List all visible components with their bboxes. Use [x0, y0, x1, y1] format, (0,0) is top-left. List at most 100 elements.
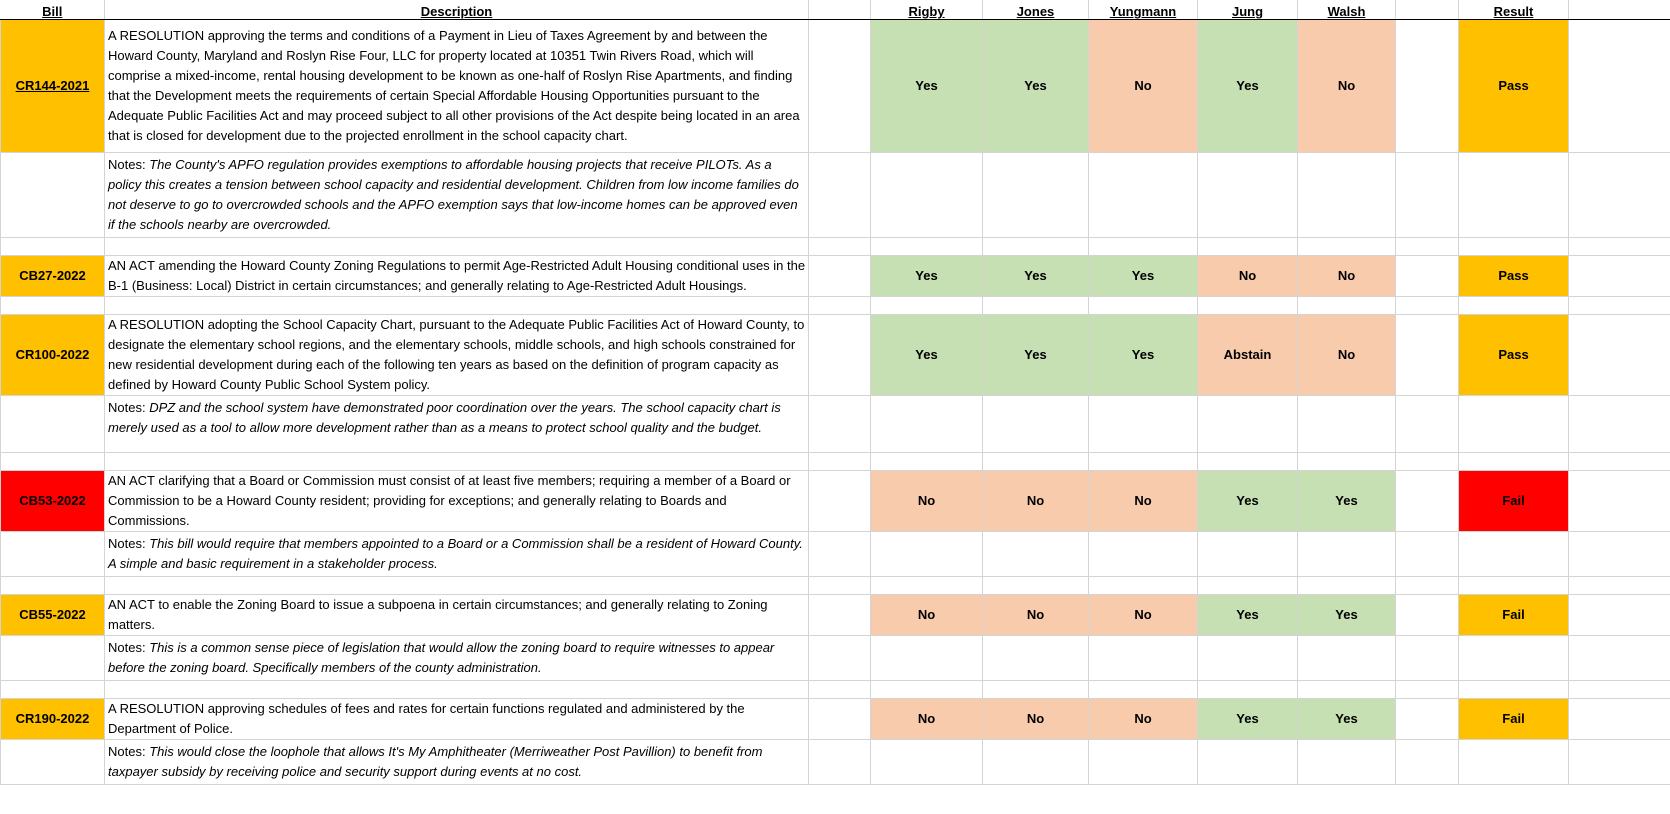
empty-cell	[870, 452, 983, 471]
empty-cell	[1395, 452, 1459, 471]
empty-cell	[1458, 152, 1569, 238]
empty-cell	[1568, 314, 1670, 396]
empty-cell	[104, 237, 809, 256]
empty-cell	[808, 296, 871, 315]
empty-cell	[870, 635, 983, 681]
header-blank-2	[1395, 0, 1459, 20]
bill-row: CR190-2022 A RESOLUTION approving schedul…	[0, 698, 1670, 740]
empty-cell	[1395, 531, 1459, 577]
empty-cell	[1458, 680, 1569, 699]
empty-cell	[1395, 739, 1459, 785]
empty-cell	[1297, 635, 1396, 681]
empty-cell	[808, 19, 871, 153]
empty-cell	[1197, 395, 1298, 453]
empty-cell	[1568, 470, 1670, 532]
empty-cell	[982, 152, 1089, 238]
empty-cell	[1088, 395, 1198, 453]
spacer-row	[0, 237, 1670, 256]
empty-cell	[1568, 739, 1670, 785]
empty-cell	[1568, 680, 1670, 699]
vote-jones: Yes	[982, 255, 1089, 297]
empty-cell	[1088, 576, 1198, 595]
vote-jung: No	[1197, 255, 1298, 297]
vote-rigby: No	[870, 470, 983, 532]
empty-cell	[1568, 635, 1670, 681]
vote-walsh: No	[1297, 255, 1396, 297]
result-cell: Fail	[1458, 698, 1569, 740]
vote-jones: No	[982, 470, 1089, 532]
bill-description: A RESOLUTION approving schedules of fees…	[104, 698, 809, 740]
notes-text: This is a common sense piece of legislat…	[108, 640, 775, 675]
empty-cell	[0, 152, 105, 238]
bill-notes: Notes: DPZ and the school system have de…	[104, 395, 809, 453]
table-body: CR144-2021 A RESOLUTION approving the ter…	[0, 19, 1670, 785]
empty-cell	[1197, 576, 1298, 595]
empty-cell	[870, 531, 983, 577]
empty-cell	[870, 680, 983, 699]
empty-cell	[1568, 19, 1670, 153]
empty-cell	[982, 680, 1089, 699]
bill-row: CB55-2022 AN ACT to enable the Zoning Boa…	[0, 594, 1670, 636]
vote-yungmann: No	[1088, 470, 1198, 532]
vote-yungmann: No	[1088, 19, 1198, 153]
empty-cell	[1458, 237, 1569, 256]
notes-text: This would close the loophole that allow…	[108, 744, 763, 779]
bill-id-cell: CR190-2022	[0, 698, 105, 740]
vote-yungmann: Yes	[1088, 314, 1198, 396]
empty-cell	[104, 680, 809, 699]
empty-cell	[1297, 395, 1396, 453]
empty-cell	[0, 296, 105, 315]
vote-rigby: No	[870, 594, 983, 636]
bill-id[interactable]: CR144-2021	[15, 78, 90, 93]
header-blank	[808, 0, 871, 20]
bill-description: AN ACT to enable the Zoning Board to iss…	[104, 594, 809, 636]
notes-text: DPZ and the school system have demonstra…	[108, 400, 781, 435]
empty-cell	[0, 531, 105, 577]
empty-cell	[0, 680, 105, 699]
header-walsh: Walsh	[1297, 0, 1396, 20]
empty-cell	[1395, 237, 1459, 256]
empty-cell	[1088, 452, 1198, 471]
empty-cell	[870, 739, 983, 785]
result-cell: Fail	[1458, 594, 1569, 636]
empty-cell	[808, 395, 871, 453]
empty-cell	[1197, 152, 1298, 238]
vote-rigby: No	[870, 698, 983, 740]
vote-yungmann: Yes	[1088, 255, 1198, 297]
empty-cell	[982, 635, 1089, 681]
notes-label: Notes:	[108, 536, 150, 551]
empty-cell	[0, 395, 105, 453]
empty-cell	[1568, 296, 1670, 315]
empty-cell	[982, 576, 1089, 595]
bill-row: CB27-2022 AN ACT amending the Howard Coun…	[0, 255, 1670, 297]
bill-description: A RESOLUTION approving the terms and con…	[104, 19, 809, 153]
vote-walsh: No	[1297, 19, 1396, 153]
notes-text: This bill would require that members app…	[108, 536, 803, 571]
bill-id: CR100-2022	[15, 347, 90, 362]
empty-cell	[808, 576, 871, 595]
empty-cell	[1458, 635, 1569, 681]
empty-cell	[870, 237, 983, 256]
header-extra	[1568, 0, 1670, 20]
header-result: Result	[1458, 0, 1569, 20]
empty-cell	[870, 296, 983, 315]
vote-jung: Yes	[1197, 698, 1298, 740]
empty-cell	[0, 576, 105, 595]
bill-notes: Notes: The County's APFO regulation prov…	[104, 152, 809, 238]
empty-cell	[1297, 531, 1396, 577]
spacer-row	[0, 680, 1670, 699]
empty-cell	[1395, 255, 1459, 297]
empty-cell	[1458, 531, 1569, 577]
empty-cell	[1568, 395, 1670, 453]
bill-notes: Notes: This bill would require that memb…	[104, 531, 809, 577]
vote-jung: Abstain	[1197, 314, 1298, 396]
bill-id: CB53-2022	[19, 493, 86, 508]
bill-id-cell: CR100-2022	[0, 314, 105, 396]
notes-text: The County's APFO regulation provides ex…	[108, 157, 799, 232]
bill-id-cell[interactable]: CR144-2021	[0, 19, 105, 153]
empty-cell	[1197, 531, 1298, 577]
result-cell: Pass	[1458, 19, 1569, 153]
header-jung: Jung	[1197, 0, 1298, 20]
empty-cell	[104, 296, 809, 315]
empty-cell	[1197, 452, 1298, 471]
